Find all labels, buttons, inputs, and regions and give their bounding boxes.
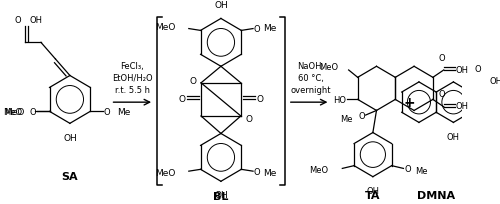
Text: EtOH/H₂O: EtOH/H₂O bbox=[112, 74, 152, 83]
Text: O: O bbox=[190, 76, 196, 85]
Text: SA: SA bbox=[62, 171, 78, 181]
Text: +: + bbox=[403, 96, 415, 110]
Text: OH: OH bbox=[456, 65, 468, 74]
Text: O: O bbox=[104, 107, 110, 116]
Text: O: O bbox=[14, 16, 21, 25]
Text: MeO: MeO bbox=[4, 107, 22, 116]
Text: O: O bbox=[30, 107, 36, 116]
Text: Me: Me bbox=[340, 115, 353, 124]
Text: O: O bbox=[474, 64, 481, 73]
Text: OH: OH bbox=[456, 102, 468, 111]
Text: TA: TA bbox=[365, 190, 380, 200]
Text: DMNA: DMNA bbox=[417, 190, 455, 200]
Text: Me: Me bbox=[118, 107, 131, 116]
Text: O: O bbox=[358, 112, 364, 121]
Text: NaOH,: NaOH, bbox=[297, 62, 324, 71]
Text: O: O bbox=[438, 53, 445, 62]
Text: HO: HO bbox=[333, 95, 346, 104]
Text: OH: OH bbox=[366, 186, 380, 195]
Text: OH: OH bbox=[29, 16, 42, 25]
Text: O: O bbox=[438, 90, 445, 99]
Text: O: O bbox=[178, 94, 186, 103]
Text: overnight: overnight bbox=[290, 85, 331, 94]
Text: 60 °C,: 60 °C, bbox=[298, 74, 324, 83]
Text: OH: OH bbox=[63, 133, 77, 142]
Text: MeO: MeO bbox=[318, 62, 338, 71]
Text: BL: BL bbox=[213, 192, 228, 201]
Text: O: O bbox=[404, 164, 411, 173]
Text: OH: OH bbox=[490, 76, 500, 85]
Text: r.t. 5.5 h: r.t. 5.5 h bbox=[115, 85, 150, 94]
Text: O: O bbox=[246, 115, 252, 124]
Text: FeCl₃,: FeCl₃, bbox=[120, 62, 144, 71]
Text: OH: OH bbox=[214, 191, 228, 200]
Text: O: O bbox=[254, 167, 260, 176]
Text: MeO: MeO bbox=[155, 168, 175, 177]
Text: OH: OH bbox=[214, 1, 228, 10]
Text: MeO: MeO bbox=[4, 107, 24, 116]
Text: MeO: MeO bbox=[310, 165, 328, 174]
Text: Me: Me bbox=[263, 168, 276, 177]
Text: O: O bbox=[254, 25, 260, 34]
Text: Me: Me bbox=[263, 24, 276, 33]
Text: Me: Me bbox=[415, 166, 428, 175]
Text: MeO: MeO bbox=[155, 23, 175, 32]
Text: OH: OH bbox=[447, 132, 460, 141]
Text: O: O bbox=[256, 94, 263, 103]
